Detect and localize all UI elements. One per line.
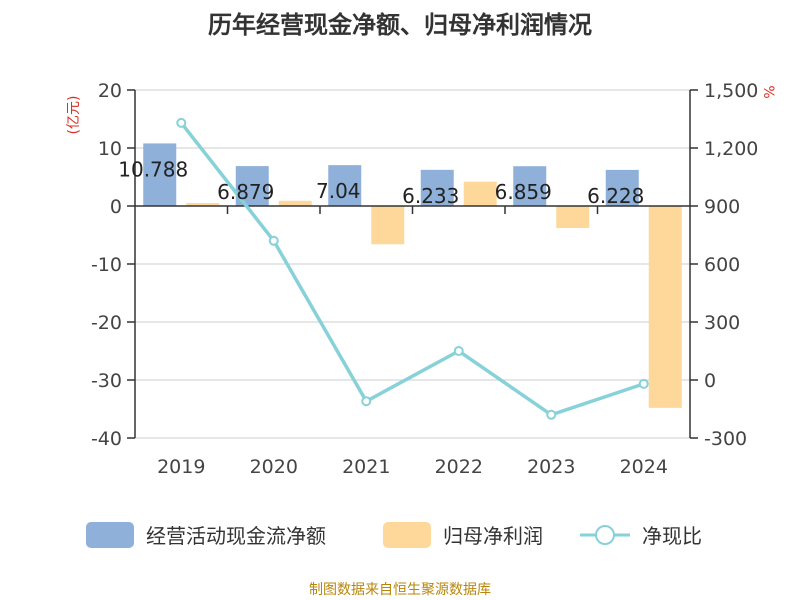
left-tick-label: -30 xyxy=(91,370,122,392)
left-tick-label: -40 xyxy=(91,428,122,450)
ratio-point xyxy=(361,396,372,407)
cashflow-data-label: 6.859 xyxy=(495,180,552,204)
chart-title: 历年经营现金净额、归母净利润情况 xyxy=(208,11,592,39)
ratio-point xyxy=(453,346,464,356)
gridlines xyxy=(135,89,690,439)
x-tick-label: 2023 xyxy=(527,456,575,478)
ratio-point xyxy=(638,378,649,389)
ratio-line xyxy=(179,121,645,417)
cashflow-data-label: 7.04 xyxy=(316,179,361,203)
cashflow-bar xyxy=(513,166,547,206)
net-profit-bar xyxy=(556,206,590,229)
ratio-point xyxy=(268,235,279,246)
x-tick-label: 2020 xyxy=(250,456,298,478)
cashflow-data-label: 6.233 xyxy=(402,184,459,208)
x-tick-label: 2022 xyxy=(435,456,483,478)
right-tick-label: 600 xyxy=(704,254,740,276)
net-profit-bar xyxy=(371,206,405,245)
legend-label-cashflow: 经营活动现金流净额 xyxy=(146,524,326,548)
right-tick-label: 0 xyxy=(704,370,716,392)
right-tick-label: -300 xyxy=(704,428,747,450)
right-tick-label: 300 xyxy=(704,312,740,334)
right-tick-label: 1,200 xyxy=(704,138,758,160)
left-tick-label: 0 xyxy=(110,196,122,218)
right-tick-label: 900 xyxy=(704,196,740,218)
data-labels: 10.788 6.879 7.04 6.233 6.859 6.228 xyxy=(118,157,644,207)
right-axis: 1,500 1,200 900 600 300 0 -300 xyxy=(689,80,758,450)
net-profit-bar xyxy=(648,206,682,408)
net-profit-bar xyxy=(186,203,220,206)
cashflow-bar xyxy=(605,169,639,206)
legend-swatch-net-profit xyxy=(383,522,431,548)
source-note: 制图数据来自恒生聚源数据库 xyxy=(309,582,491,598)
left-tick-label: -10 xyxy=(91,254,122,276)
cashflow-bar xyxy=(143,143,177,206)
legend-label-ratio: 净现比 xyxy=(642,524,702,548)
legend-label-net-profit: 归母净利润 xyxy=(443,524,543,548)
legend: 经营活动现金流净额 归母净利润 净现比 xyxy=(86,522,702,548)
x-tick-label: 2021 xyxy=(342,456,390,478)
ratio-point xyxy=(546,409,557,420)
x-axis: 2019 2020 2021 2022 2023 2024 xyxy=(157,456,668,478)
x-tick-label: 2019 xyxy=(157,456,205,478)
right-tick-label: 1,500 xyxy=(704,80,758,102)
ratio-point xyxy=(176,117,187,128)
cashflow-bar xyxy=(328,165,362,206)
left-tick-label: 20 xyxy=(98,80,122,102)
left-axis-unit: (亿元) xyxy=(66,96,82,135)
cashflow-bar xyxy=(420,169,454,206)
legend-marker-ratio xyxy=(595,525,615,545)
left-tick-label: 10 xyxy=(98,138,122,160)
zero-axis xyxy=(135,205,690,214)
cashflow-data-label: 6.879 xyxy=(217,180,274,204)
legend-swatch-cashflow xyxy=(86,522,134,548)
right-axis-unit: % xyxy=(760,85,776,98)
left-tick-label: -20 xyxy=(91,312,122,334)
cashflow-data-label: 6.228 xyxy=(587,184,644,208)
x-tick-label: 2024 xyxy=(620,456,668,478)
cashflow-data-label: 10.788 xyxy=(118,157,188,181)
net-profit-bar xyxy=(278,200,312,206)
net-profit-bar xyxy=(463,181,497,206)
line-series xyxy=(176,117,649,420)
left-axis: 20 10 0 -10 -20 -30 -40 xyxy=(91,80,136,450)
